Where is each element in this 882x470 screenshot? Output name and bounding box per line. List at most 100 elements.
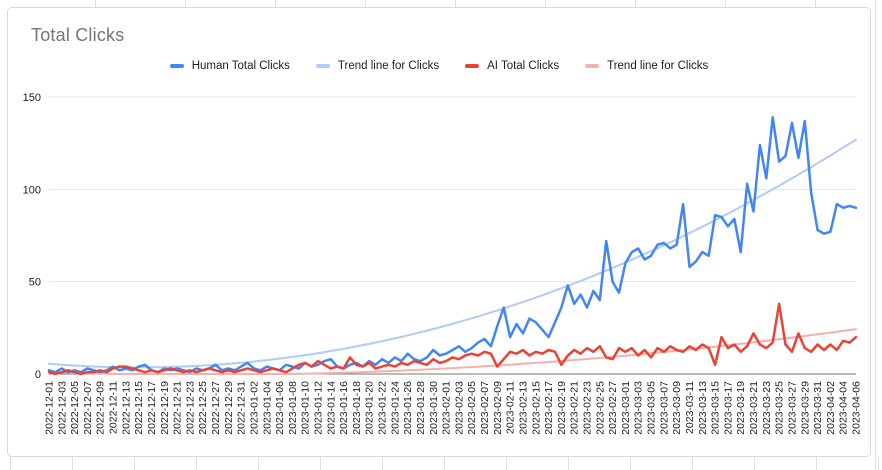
spreadsheet-gridline <box>506 457 507 470</box>
x-axis-label: 2022-12-11 <box>108 381 120 434</box>
y-axis-label: 50 <box>29 277 41 289</box>
spreadsheet-gridline <box>258 457 259 470</box>
x-axis-label: 2022-12-23 <box>184 381 196 435</box>
spreadsheet-gridline <box>754 457 755 470</box>
x-axis-label: 2022-12-05 <box>69 381 81 435</box>
x-axis-label: 2023-01-10 <box>300 381 312 435</box>
x-axis-label: 2023-01-12 <box>313 381 325 435</box>
series-line-ai[interactable] <box>47 302 858 376</box>
spreadsheet-gridline <box>725 0 726 7</box>
x-axis-label: 2023-02-09 <box>492 381 504 435</box>
x-axis-label: 2022-12-19 <box>159 381 171 435</box>
x-axis-label: 2022-12-21 <box>172 381 184 435</box>
legend-label: AI Total Clicks <box>487 60 560 72</box>
x-axis-label: 2023-04-02 <box>825 381 837 435</box>
legend-item[interactable]: Trend line for Clicks <box>315 60 440 72</box>
legend-item[interactable]: Human Total Clicks <box>169 60 290 72</box>
x-axis-label: 2023-03-11 <box>684 381 696 434</box>
trend-line-ai[interactable] <box>48 328 857 375</box>
spreadsheet-gridline <box>320 457 321 470</box>
spreadsheet-gridline <box>568 457 569 470</box>
legend-item[interactable]: Trend line for Clicks <box>585 60 708 72</box>
x-axis-label: 2023-03-27 <box>786 381 798 435</box>
y-axis-label: 100 <box>23 184 41 196</box>
x-axis-label: 2023-02-27 <box>607 381 619 435</box>
legend-label: Trend line for Clicks <box>337 60 440 72</box>
spreadsheet-gridline <box>692 457 693 470</box>
spreadsheet-gridline <box>545 0 546 7</box>
spreadsheet-gridline <box>630 457 631 470</box>
x-axis-label: 2023-03-31 <box>812 381 824 435</box>
x-axis-label: 2023-02-01 <box>441 381 453 435</box>
spreadsheet-gridline <box>134 457 135 470</box>
trend-line-human[interactable] <box>48 138 857 369</box>
x-axis-label: 2023-02-05 <box>466 381 478 435</box>
legend-item[interactable]: AI Total Clicks <box>465 60 559 72</box>
spreadsheet-gridline <box>815 0 816 7</box>
x-axis-label: 2022-12-13 <box>120 381 132 435</box>
spreadsheet-gridline <box>196 457 197 470</box>
x-axis-label: 2023-03-05 <box>646 381 658 435</box>
legend-swatch-icon <box>315 64 330 68</box>
legend-swatch-icon <box>585 64 600 68</box>
legend: Human Total Clicks Trend line for Clicks A… <box>8 60 870 72</box>
spreadsheet-gridline <box>635 0 636 7</box>
series-line-human[interactable] <box>47 116 858 374</box>
x-axis-label: 2023-03-09 <box>671 381 683 435</box>
spreadsheet-gridline <box>382 457 383 470</box>
x-axis-label: 2023-03-01 <box>620 381 632 435</box>
x-axis-label: 2023-01-16 <box>338 381 350 435</box>
spreadsheet-gridline <box>444 457 445 470</box>
x-axis-label: 2023-02-23 <box>582 381 594 435</box>
x-axis-label: 2023-03-25 <box>774 381 786 435</box>
x-axis-label: 2023-01-02 <box>248 381 260 435</box>
x-axis-label: 2023-01-22 <box>377 381 389 435</box>
y-axis-label: 150 <box>23 92 41 104</box>
x-axis-label: 2023-03-19 <box>735 381 747 435</box>
x-axis-label: 2023-01-28 <box>415 381 427 435</box>
x-axis-label: 2023-03-17 <box>722 381 734 435</box>
x-axis-label: 2023-02-03 <box>453 381 465 435</box>
x-axis-label: 2023-04-06 <box>851 381 863 435</box>
x-axis-label: 2022-12-25 <box>197 381 209 435</box>
y-axis-label: 0 <box>35 369 41 381</box>
x-axis-label: 2022-12-01 <box>44 381 56 435</box>
x-axis-label: 2023-02-11 <box>505 381 517 434</box>
spreadsheet-gridline <box>72 457 73 470</box>
x-axis-label: 2023-03-29 <box>799 381 811 435</box>
x-axis-label: 2023-01-26 <box>402 381 414 435</box>
x-axis-label: 2022-12-03 <box>56 381 68 435</box>
x-axis-label: 2023-02-21 <box>569 381 581 435</box>
spreadsheet-gridline <box>455 0 456 7</box>
x-axis-label: 2022-12-27 <box>210 381 222 435</box>
legend-swatch-icon <box>169 64 184 68</box>
spreadsheet-gridline <box>878 457 879 470</box>
x-axis-label: 2023-03-23 <box>761 381 773 435</box>
legend-swatch-icon <box>465 64 480 68</box>
spreadsheet-gridline <box>185 0 186 7</box>
x-axis-label: 2022-12-29 <box>223 381 235 435</box>
x-axis-label: 2023-01-06 <box>274 381 286 435</box>
x-axis-label: 2023-01-08 <box>287 381 299 435</box>
x-axis-label: 2023-01-04 <box>261 381 273 435</box>
x-axis-label: 2023-01-20 <box>364 381 376 435</box>
x-axis-label: 2023-03-13 <box>697 381 709 435</box>
legend-label: Human Total Clicks <box>191 60 290 72</box>
spreadsheet-gridline <box>275 0 276 7</box>
x-axis-label: 2023-01-24 <box>389 381 401 435</box>
spreadsheet-gridline <box>10 457 11 470</box>
chart-title: Total Clicks <box>31 25 125 45</box>
x-axis-label: 2023-04-04 <box>838 381 850 435</box>
x-axis-label: 2023-02-15 <box>530 381 542 435</box>
x-axis-label: 2023-02-17 <box>543 381 555 435</box>
chart-card[interactable]: Total Clicks Human Total Clicks Trend lin… <box>7 7 871 457</box>
spreadsheet-gridline-right <box>875 0 876 470</box>
x-axis-label: 2023-02-13 <box>517 381 529 435</box>
x-axis-label: 2022-12-15 <box>133 381 145 435</box>
x-axis-label: 2023-03-21 <box>748 381 760 435</box>
x-axis-label: 2022-12-31 <box>236 381 248 435</box>
legend-label: Trend line for Clicks <box>607 60 709 72</box>
x-axis-label: 2023-02-07 <box>479 381 491 435</box>
x-axis-label: 2023-02-19 <box>556 381 568 435</box>
